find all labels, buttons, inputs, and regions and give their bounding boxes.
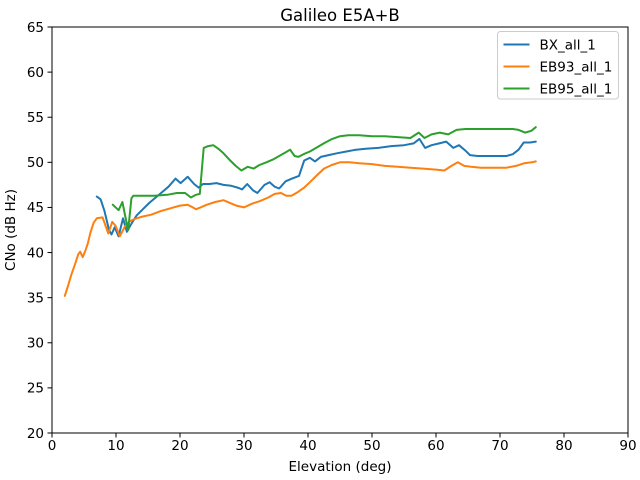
legend-box [497, 31, 619, 100]
legend-label-BX_all_1: BX_all_1 [540, 37, 596, 53]
x-tick-label: 50 [363, 438, 380, 454]
legend: BX_all_1 EB93_all_1 EB95_all_1 [497, 31, 619, 100]
chart-title: Galileo E5A+B [280, 6, 400, 25]
legend-rows: BX_all_1 EB93_all_1 EB95_all_1 [503, 37, 613, 97]
y-axis-ticks: 20 25 30 35 40 45 50 55 60 65 [27, 20, 52, 442]
series-line-BX_all_1 [95, 137, 537, 238]
x-tick-label: 60 [427, 438, 444, 454]
x-tick-label: 90 [619, 438, 636, 454]
x-tick-label: 0 [48, 438, 57, 454]
x-tick-label: 80 [555, 438, 572, 454]
y-tick-label: 40 [27, 245, 44, 261]
y-tick-label: 30 [27, 336, 44, 352]
plot-border [51, 26, 629, 434]
series-line-EB95_all_1 [111, 126, 537, 231]
y-tick-label: 45 [27, 200, 44, 216]
y-tick-label: 55 [27, 110, 44, 126]
y-tick-label: 50 [27, 155, 44, 171]
x-tick-label: 30 [235, 438, 252, 454]
y-tick-label: 60 [27, 65, 44, 81]
y-tick-label: 25 [27, 381, 44, 397]
x-tick-label: 70 [491, 438, 508, 454]
x-axis-ticks: 0 10 20 30 40 50 60 70 80 90 [48, 433, 637, 454]
series-line-EB93_all_1 [63, 160, 537, 297]
y-axis-label: CNo (dB Hz) [3, 189, 19, 271]
legend-label-EB93_all_1: EB93_all_1 [540, 59, 613, 75]
y-tick-label: 65 [27, 20, 44, 36]
x-tick-label: 20 [171, 438, 188, 454]
y-tick-label: 35 [27, 290, 44, 306]
series-lines [63, 126, 537, 297]
y-tick-label: 20 [27, 426, 44, 442]
x-axis-label: Elevation (deg) [289, 459, 392, 475]
x-tick-label: 10 [107, 438, 124, 454]
legend-label-EB95_all_1: EB95_all_1 [540, 81, 613, 97]
x-tick-label: 40 [299, 438, 316, 454]
